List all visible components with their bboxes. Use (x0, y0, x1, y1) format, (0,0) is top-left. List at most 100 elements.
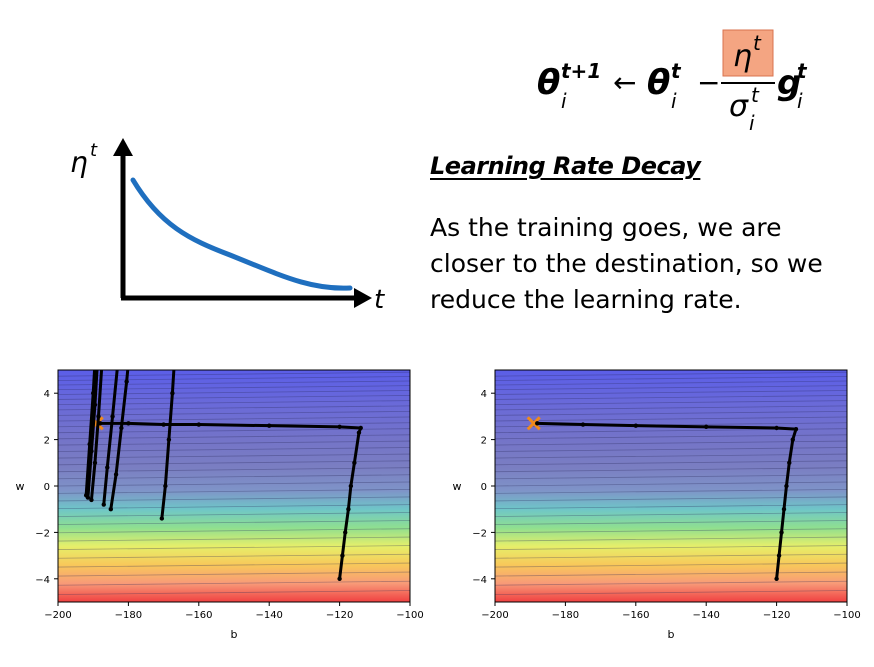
contour-line (57, 504, 411, 510)
contour-line (494, 400, 848, 405)
trajectory-point (124, 379, 129, 384)
x-tick-label: −180 (115, 610, 142, 621)
trajectory-point (163, 483, 168, 489)
trajectory-point (170, 391, 175, 396)
contour-line (57, 390, 411, 395)
trajectory-point (358, 425, 363, 431)
contour-line (494, 571, 848, 577)
trajectory-point (89, 497, 94, 503)
trajectory-line (86, 370, 99, 498)
x-tick-label: −160 (622, 610, 649, 621)
trajectory-group (526, 416, 799, 581)
x-tick-label: −100 (833, 610, 860, 621)
contour-line (57, 536, 411, 542)
contour-line (494, 447, 848, 452)
contour-line (494, 545, 848, 550)
x-axis-label: b (231, 628, 238, 641)
y-tick-label: −4 (35, 575, 50, 586)
sigma: σ (729, 89, 749, 124)
x-tick-label: −100 (396, 610, 423, 621)
trajectory-point (119, 425, 124, 431)
trajectory-point (126, 361, 130, 365)
contour-line (57, 580, 411, 586)
contour-line (494, 416, 848, 422)
x-axis-arrow (354, 288, 372, 308)
trajectory-point (161, 422, 166, 427)
x-tick-label: −200 (481, 610, 508, 621)
trajectory-point (95, 361, 99, 365)
explanation-text: As the training goes, we are closer to t… (430, 213, 823, 314)
contour-line (57, 428, 411, 434)
contour-line (494, 390, 848, 395)
eta-highlight (722, 29, 774, 77)
trajectory-point (633, 423, 638, 428)
contour-line (494, 376, 848, 381)
trajectory-point (793, 426, 799, 432)
contour-plot-right: −200 −180 −160 −140 −120 −100 4 2 0 −2 −4 b w (437, 360, 867, 660)
contour-line (494, 488, 848, 494)
contour-line (494, 395, 848, 400)
trajectory-point (87, 442, 92, 447)
contour-line (494, 380, 848, 386)
trajectory-point (116, 361, 120, 365)
trajectory-point (776, 553, 782, 558)
contour-line (57, 496, 411, 502)
y-tick-label: 0 (44, 482, 50, 493)
contour-plot-left: −200 −180 −160 −140 −120 −100 4 2 0 −2 −4 b w (0, 360, 430, 660)
x-tick-label: −120 (763, 610, 790, 621)
contour-line (494, 512, 848, 517)
trajectory-point (346, 507, 351, 512)
trajectory-point (91, 391, 96, 396)
contour-line (494, 440, 848, 446)
rhs-theta: θ (647, 63, 670, 103)
contour-line (494, 553, 848, 559)
target-marker (526, 416, 541, 431)
y-tick-label: 4 (44, 389, 50, 400)
trajectory-point (774, 576, 779, 581)
contour-line (57, 553, 411, 559)
contour-line (494, 405, 848, 411)
contour-line (57, 528, 411, 534)
y-tick-label: 4 (481, 389, 487, 400)
trajectory-line (102, 370, 119, 505)
y-tick-label: 2 (481, 436, 487, 447)
sigma-sub: i (749, 111, 755, 135)
g-sup: t (797, 59, 808, 83)
contour-line (57, 512, 411, 517)
x-label-t: t (374, 285, 385, 315)
contour-line (494, 371, 848, 377)
trajectory-point (704, 424, 709, 430)
contour-line (57, 571, 411, 577)
trajectory-point (159, 516, 165, 521)
minus: − (697, 66, 720, 99)
update-formula: θ t+1 i ← θ t i − η t σ t i g t i (525, 28, 825, 138)
trajectory-point (781, 507, 787, 512)
lhs-theta: θ (537, 63, 560, 103)
contour-line (57, 447, 411, 452)
contour-line (494, 434, 848, 440)
contour-line (57, 562, 411, 568)
contour-line (494, 453, 848, 459)
trajectory-point (337, 424, 342, 430)
g-sub: i (797, 89, 803, 113)
trajectory-point (93, 361, 97, 365)
contour-line (494, 496, 848, 502)
trajectory-point (172, 363, 176, 367)
y-label-sup: t (90, 140, 98, 161)
trajectory-point (535, 421, 540, 426)
g: g (777, 63, 801, 103)
trajectory-point (774, 425, 779, 431)
contour-line (57, 434, 411, 440)
contour-line (494, 520, 848, 525)
arrow: ← (613, 66, 636, 99)
rhs-sub: i (671, 89, 677, 113)
trajectory-point (337, 576, 342, 581)
contour-line (57, 395, 411, 400)
y-tick-label: 2 (44, 436, 50, 447)
trajectory-point (580, 422, 586, 427)
trajectory-point (166, 437, 172, 442)
y-axis-label: w (453, 480, 462, 493)
lhs-sup: t+1 (561, 59, 601, 83)
trajectory-group (83, 361, 363, 581)
x-tick-label: −120 (326, 610, 353, 621)
